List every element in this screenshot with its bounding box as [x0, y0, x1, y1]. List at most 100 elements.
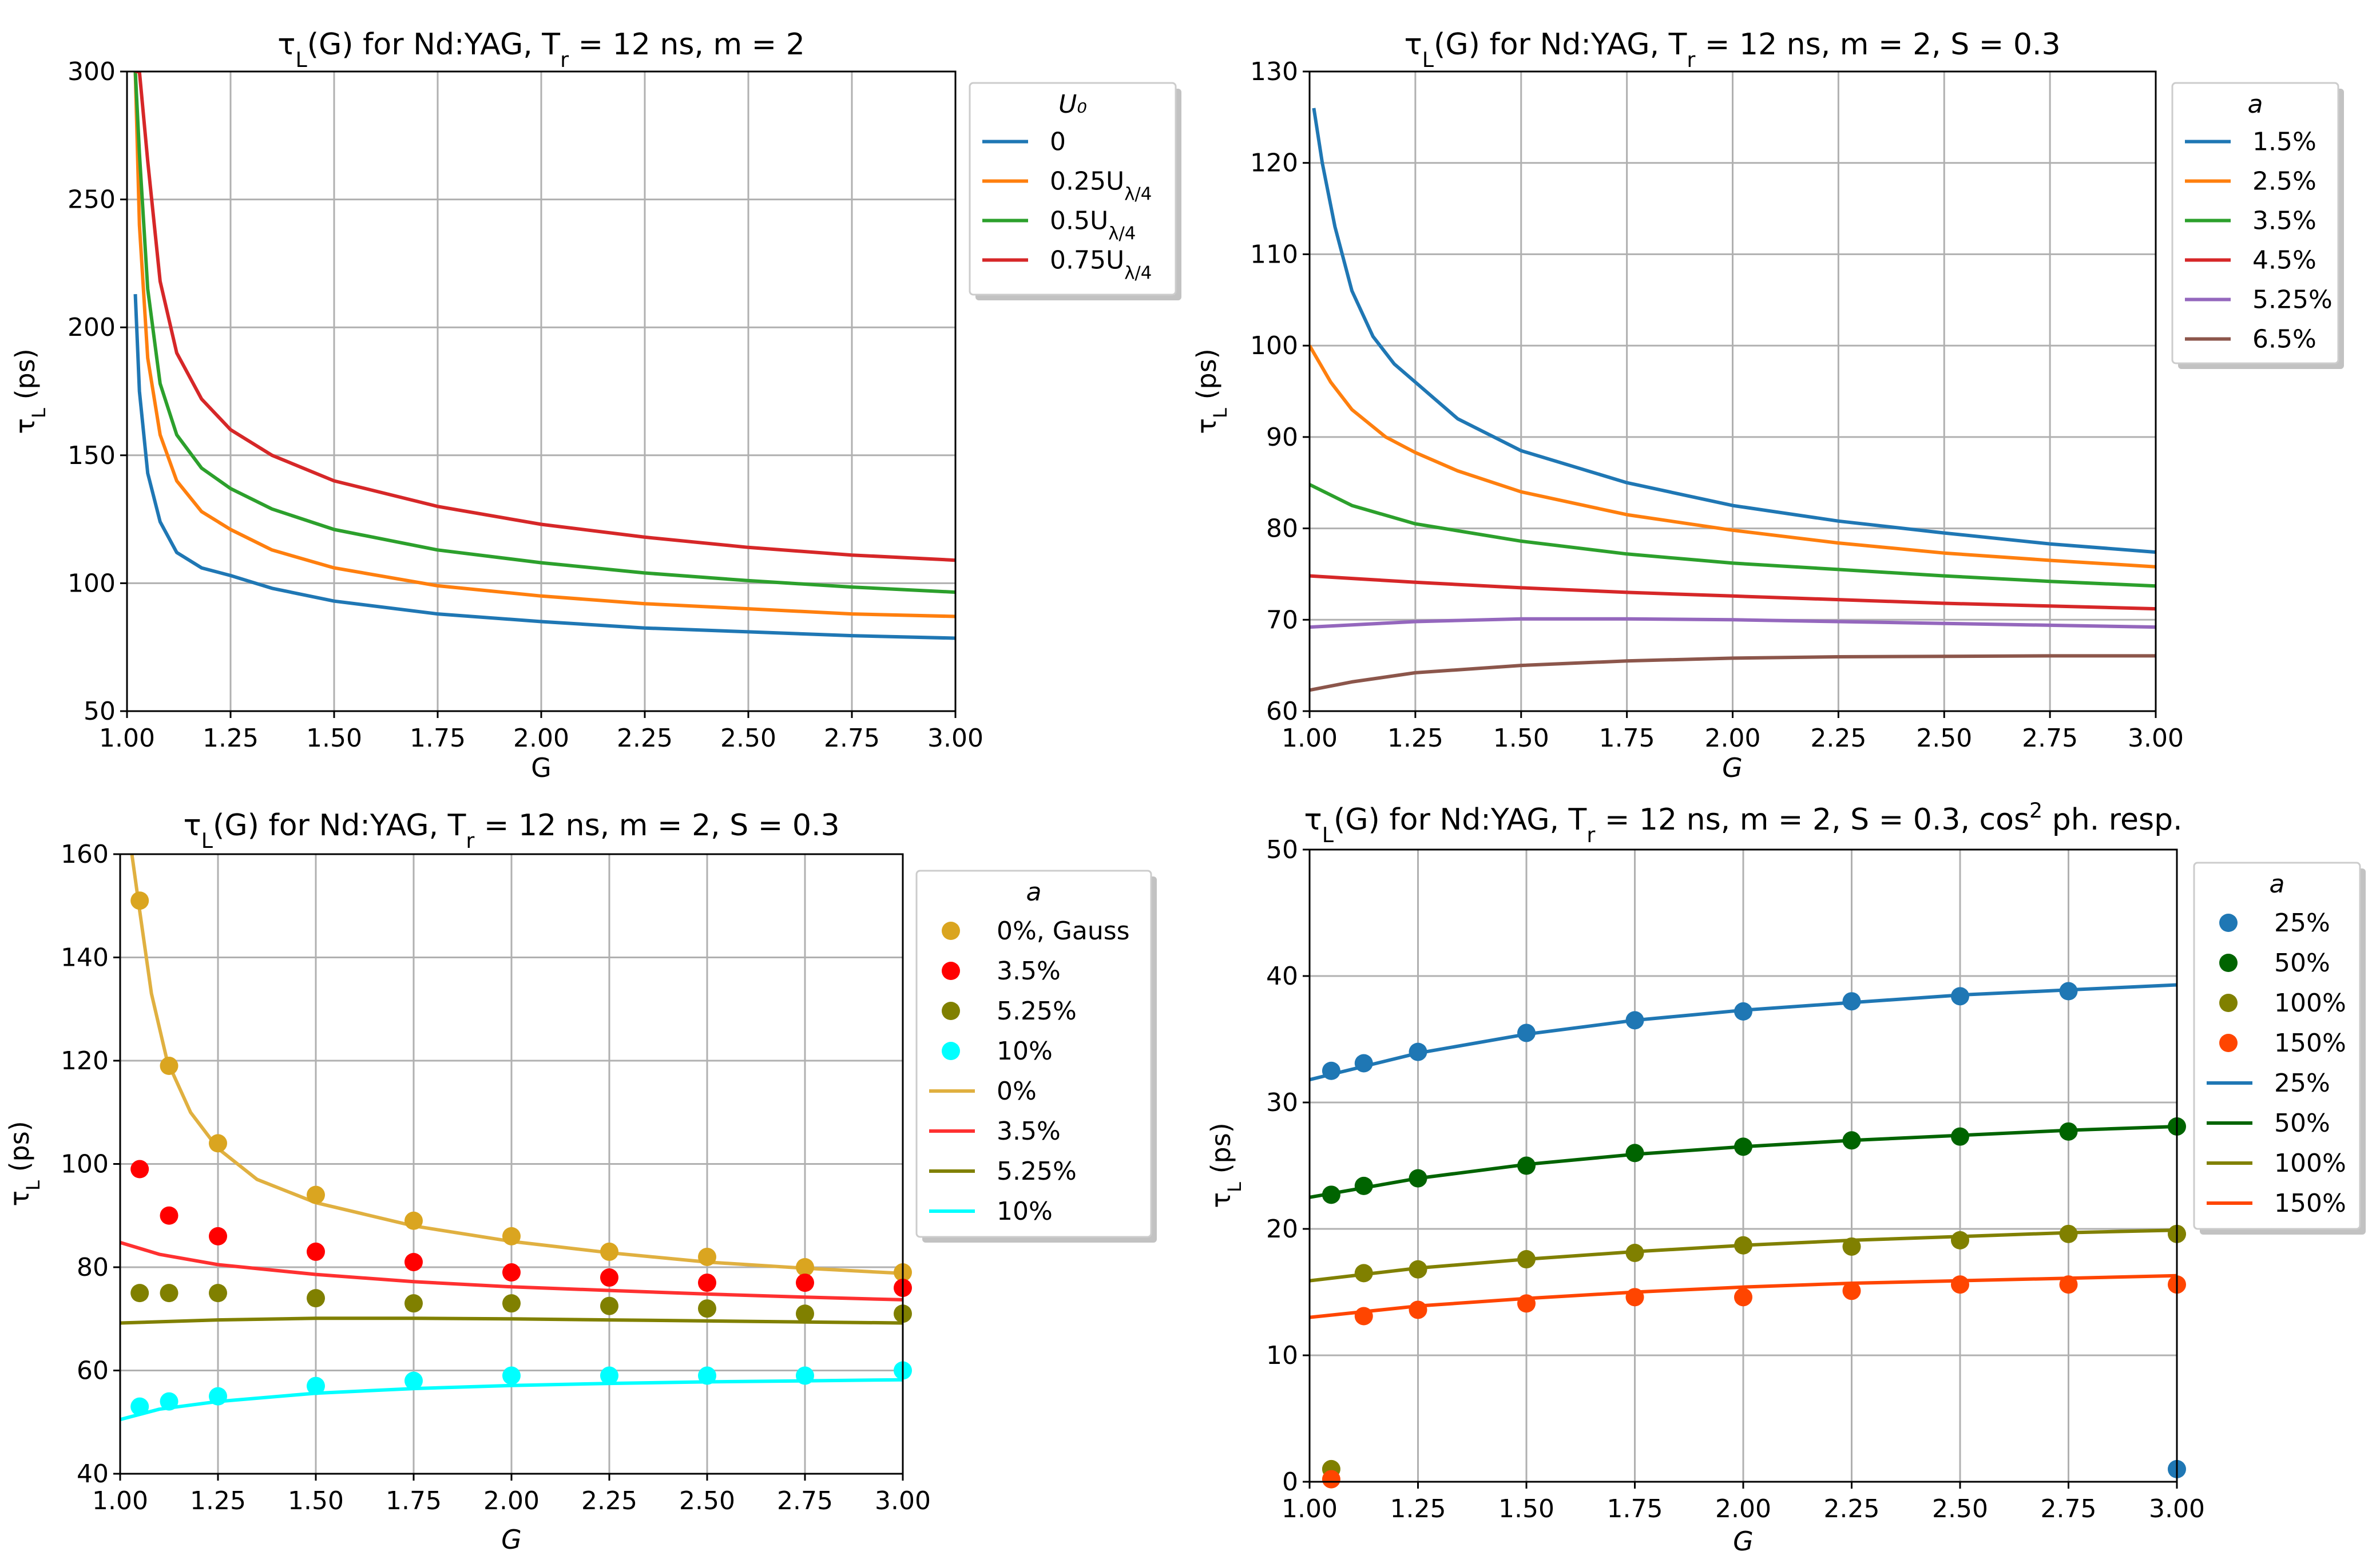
legend-label: 0.75Uλ/4: [1050, 246, 1152, 284]
data-point: [307, 1289, 325, 1308]
data-point: [160, 1057, 178, 1076]
y-tick-label: 80: [77, 1253, 109, 1282]
data-point: [698, 1299, 716, 1318]
y-tick-label: 140: [61, 943, 109, 973]
data-point: [1409, 1042, 1427, 1061]
legend-title: a: [2270, 870, 2285, 899]
x-tick-label: 3.00: [875, 1486, 931, 1516]
y-axis-label: τL (ps): [10, 348, 50, 434]
y-axis-label: τL (ps): [4, 1121, 44, 1206]
x-tick-label: 2.50: [679, 1486, 735, 1516]
legend-label: 5.25%: [997, 1157, 1077, 1186]
series-line-3-5-: [1310, 483, 2156, 588]
legend-label: 3.5%: [997, 1117, 1061, 1146]
x-tick-label: 2.25: [581, 1486, 637, 1516]
data-point: [404, 1211, 423, 1230]
data-point: [1354, 1264, 1373, 1283]
y-axis-label: τL (ps): [1191, 348, 1231, 434]
series-line-3-5-: [120, 1240, 903, 1302]
data-point: [2059, 982, 2078, 1001]
data-point: [404, 1371, 423, 1390]
x-tick-label: 2.50: [720, 724, 776, 753]
data-point: [209, 1387, 227, 1406]
data-point: [1734, 1288, 1752, 1307]
legend-box: [2171, 82, 2339, 364]
legend-box: [915, 870, 1152, 1238]
data-point: [796, 1304, 814, 1323]
legend-title: U₀: [1058, 90, 1087, 119]
legend-label: 10%: [997, 1037, 1053, 1066]
x-axis-label: G: [501, 1524, 522, 1555]
x-tick-label: 1.50: [1498, 1494, 1554, 1524]
chart-panel-3: 1.00 1.25 1.50 1.75 2.00 2.25 2.50 2.75 3.00 40 60…: [4, 808, 1157, 1555]
data-point: [1951, 1127, 1969, 1146]
y-tick-label: 90: [1266, 423, 1298, 452]
x-axis-label: G: [1722, 752, 1743, 783]
plot-area: [120, 854, 903, 1422]
data-point: [502, 1227, 521, 1245]
legend-label: 150%: [2274, 1189, 2346, 1218]
series-line-0-75U-4: [135, 72, 955, 562]
data-point: [1322, 1185, 1340, 1204]
data-point: [1842, 1237, 1861, 1256]
legend: a 25% 50% 100% 150% 25% 50% 100% 150%: [2193, 862, 2366, 1235]
x-tick-label: 2.50: [1932, 1494, 1988, 1524]
data-point: [600, 1268, 618, 1287]
legend-box: [2193, 862, 2361, 1230]
legend-marker: [942, 962, 960, 980]
data-point: [209, 1227, 227, 1245]
legend-label: 25%: [2274, 909, 2330, 938]
data-point: [1842, 1131, 1861, 1150]
legend-label: 5.25%: [997, 997, 1077, 1026]
data-point: [1951, 987, 1969, 1006]
chart-title: τL(G) for Nd:YAG, Tr = 12 ns, m = 2, S =…: [183, 808, 839, 853]
data-point: [796, 1366, 814, 1385]
data-point: [1517, 1156, 1536, 1175]
legend-label: 1.5%: [2252, 128, 2316, 157]
data-point: [698, 1274, 716, 1292]
x-tick-label: 2.75: [2022, 724, 2078, 753]
data-point: [1625, 1243, 1644, 1262]
legend-label: 100%: [2274, 1149, 2346, 1178]
y-tick-label: 250: [68, 185, 116, 215]
legend-marker: [2219, 1034, 2238, 1052]
data-point: [307, 1185, 325, 1204]
data-point: [1409, 1300, 1427, 1319]
y-tick-label: 40: [1266, 962, 1298, 991]
legend-label: 6.5%: [2252, 325, 2316, 354]
data-point: [1409, 1169, 1427, 1188]
legend-marker: [2219, 954, 2238, 972]
y-tick-label: 50: [1266, 835, 1298, 864]
data-point: [1517, 1024, 1536, 1042]
data-point: [1517, 1250, 1536, 1269]
data-point: [502, 1294, 521, 1313]
x-tick-label: 1.00: [1282, 724, 1338, 753]
y-tick-label: 110: [1250, 240, 1298, 269]
data-point: [2059, 1122, 2078, 1141]
data-point: [209, 1284, 227, 1303]
data-point: [130, 1160, 149, 1179]
series-line-0-5U-4: [133, 72, 955, 594]
y-tick-label: 300: [68, 57, 116, 86]
data-point: [502, 1366, 521, 1385]
data-point: [404, 1294, 423, 1313]
legend-label: 3.5%: [2252, 207, 2316, 236]
data-point: [160, 1392, 178, 1411]
plot-area: [1310, 108, 2156, 692]
data-point: [1842, 992, 1861, 1011]
series-line-0-25U-4: [133, 72, 955, 618]
y-axis-label: τL (ps): [1205, 1122, 1245, 1208]
axes-frame: [126, 70, 957, 712]
x-tick-label: 2.00: [1715, 1494, 1771, 1524]
legend-label: 0.25Uλ/4: [1050, 167, 1152, 205]
x-tick-label: 1.75: [1599, 724, 1655, 753]
x-tick-label: 1.00: [1282, 1494, 1338, 1524]
legend-label: 0%, Gauss: [997, 917, 1130, 946]
legend-marker: [2219, 994, 2238, 1012]
x-tick-label: 1.00: [99, 724, 155, 753]
legend-box: [969, 82, 1177, 296]
y-tick-label: 160: [61, 840, 109, 869]
data-point: [1734, 1137, 1752, 1156]
legend-title: a: [1026, 878, 1042, 907]
plot-area: [133, 72, 955, 640]
